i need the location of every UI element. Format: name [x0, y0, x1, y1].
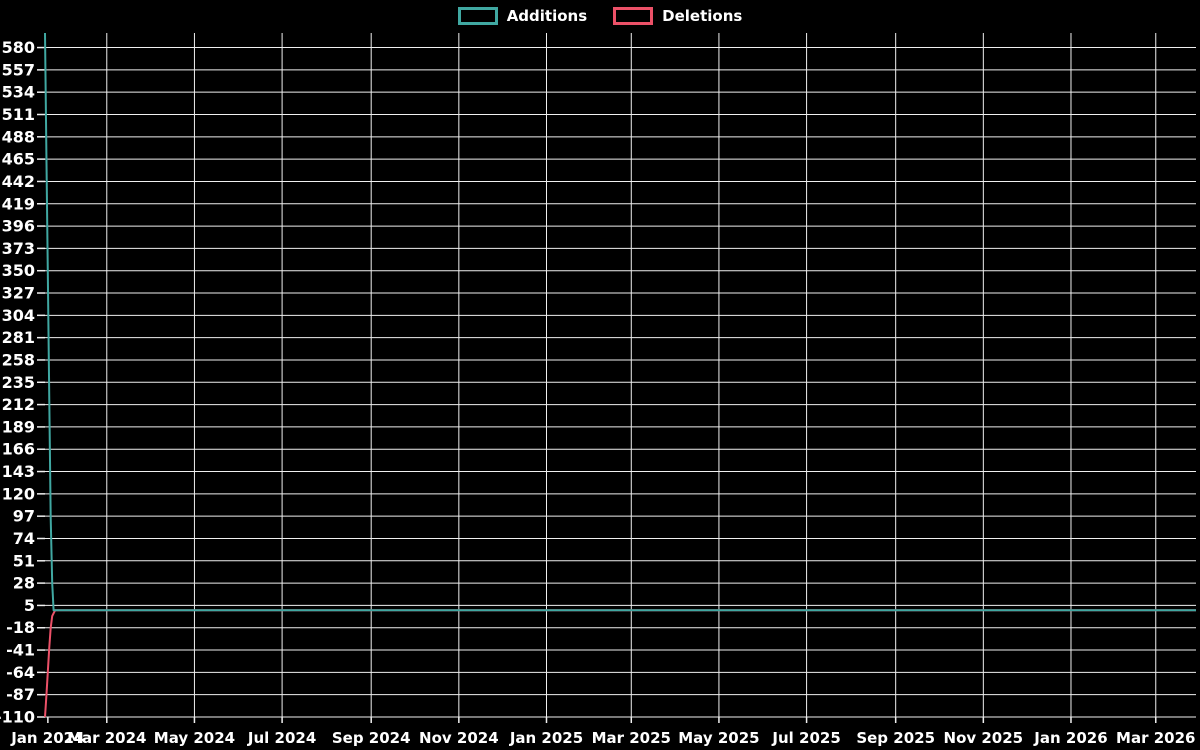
x-tick-label: Sep 2024: [332, 729, 411, 747]
legend-item-additions[interactable]: Additions: [457, 6, 588, 25]
y-tick-label: 396: [2, 217, 35, 236]
x-tick-label: Jul 2024: [247, 729, 316, 747]
y-tick-label: 212: [2, 395, 35, 414]
chart-legend: Additions Deletions: [0, 7, 1200, 25]
y-tick-label: 419: [2, 194, 35, 213]
y-tick-label: 465: [2, 150, 35, 169]
x-tick-label: Nov 2024: [419, 729, 499, 747]
y-tick-label: 120: [2, 484, 35, 503]
y-tick-label: 557: [2, 60, 35, 79]
x-tick-label: Mar 2025: [592, 729, 671, 747]
x-tick-label: Mar 2026: [1116, 729, 1195, 747]
y-tick-label: 97: [13, 507, 35, 526]
x-tick-label: Jan 2025: [509, 729, 583, 747]
y-tick-label: 488: [2, 127, 35, 146]
x-tick-label: Jan 2026: [1033, 729, 1107, 747]
y-tick-label: 373: [2, 239, 35, 258]
y-tick-label: -64: [6, 663, 35, 682]
x-tick-label: Jul 2025: [771, 729, 840, 747]
x-tick-label: May 2025: [678, 729, 759, 747]
y-tick-label: 281: [2, 328, 35, 347]
y-tick-label: 51: [13, 551, 35, 570]
x-tick-label: Mar 2024: [67, 729, 146, 747]
y-tick-label: 74: [13, 529, 35, 548]
y-tick-label: 258: [2, 350, 35, 369]
y-tick-label: 166: [2, 440, 35, 459]
y-tick-label: 350: [2, 261, 35, 280]
y-tick-label: -41: [6, 641, 35, 660]
y-tick-label: -87: [6, 685, 35, 704]
y-tick-label: 534: [2, 83, 35, 102]
y-tick-label: -18: [6, 618, 35, 637]
y-tick-label: 327: [2, 284, 35, 303]
series-line-deletions: [44, 609, 1196, 718]
legend-swatch-icon: [613, 7, 654, 25]
legend-swatch-icon: [457, 7, 498, 25]
series-line-additions: [44, 32, 1196, 612]
y-tick-label: -110: [0, 708, 35, 727]
legend-item-deletions[interactable]: Deletions: [613, 7, 742, 25]
y-tick-label: 235: [2, 373, 35, 392]
y-tick-label: 5: [24, 596, 35, 615]
y-tick-label: 442: [2, 172, 35, 191]
y-tick-label: 143: [2, 462, 35, 481]
legend-label: Additions: [506, 6, 588, 25]
y-tick-label: 189: [2, 417, 35, 436]
y-tick-label: 304: [2, 306, 35, 325]
y-tick-label: 28: [13, 574, 35, 593]
y-tick-label: 511: [2, 105, 35, 124]
x-tick-label: Sep 2025: [856, 729, 935, 747]
x-tick-label: Nov 2025: [944, 729, 1024, 747]
legend-label: Deletions: [662, 6, 743, 25]
x-tick-label: Jan 2024: [10, 729, 84, 747]
x-tick-label: May 2024: [154, 729, 235, 747]
y-tick-label: 580: [2, 38, 35, 57]
